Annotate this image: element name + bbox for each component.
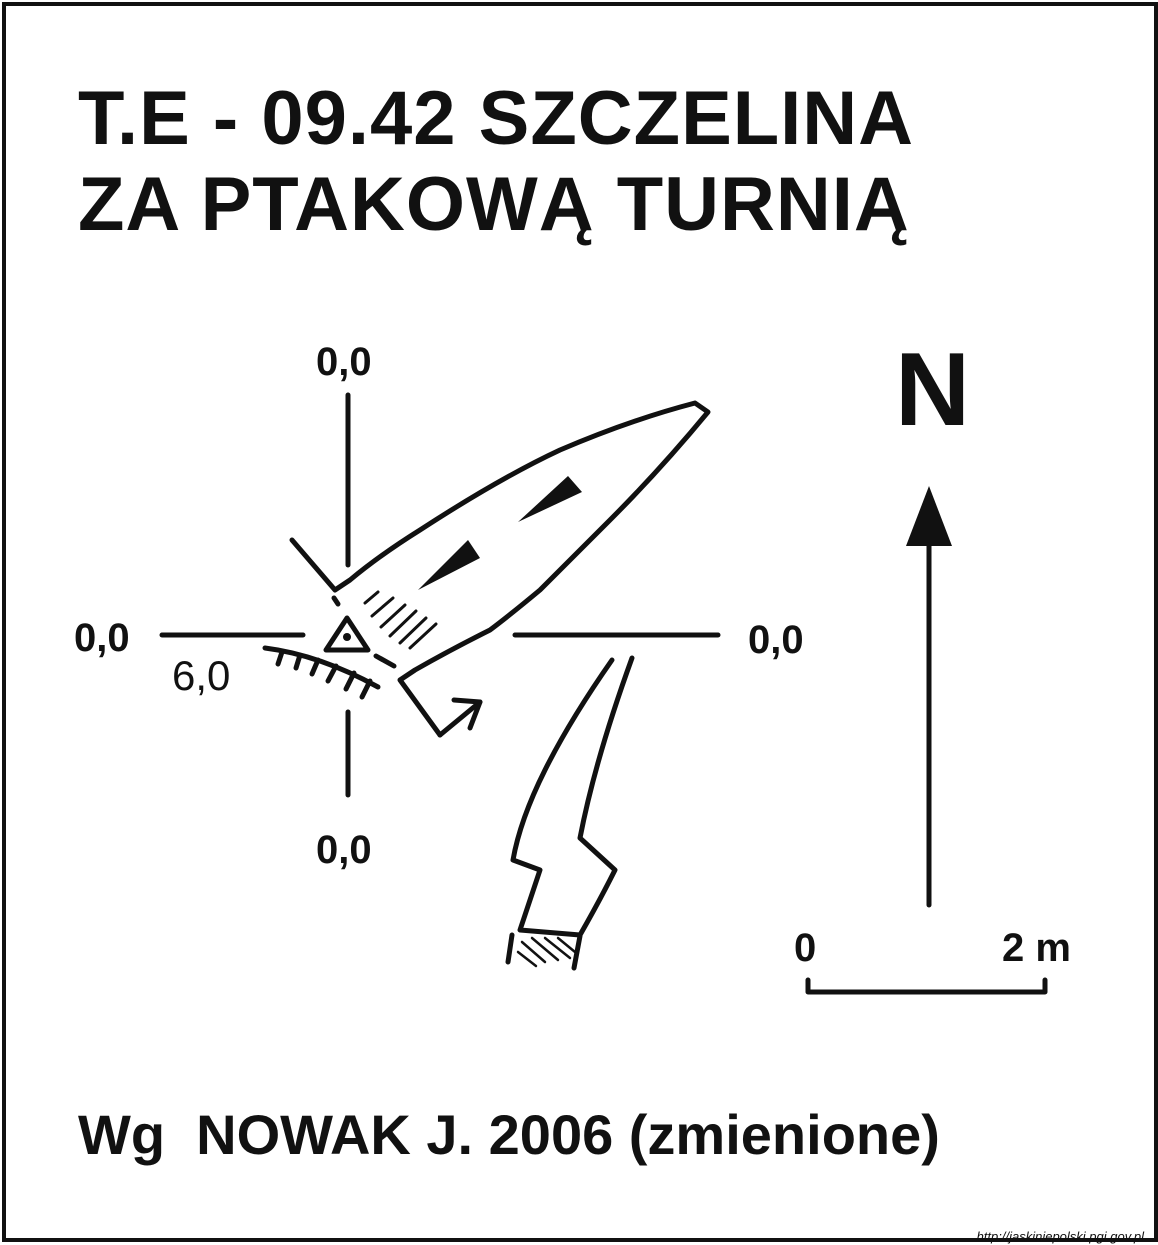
exit-arrow-head [451, 697, 483, 731]
source-citation: Wg NOWAK J. 2006 (zmienione) [78, 1103, 940, 1166]
exit-arrow-shaft [437, 699, 483, 738]
north-label: N [895, 332, 971, 448]
source-url: http://jaskiniepolski.pgi.gov.pl [976, 1229, 1144, 1244]
axis-label-right: 0,0 [748, 618, 804, 662]
entrance-dash-2 [373, 653, 397, 669]
axis-label-left: 0,0 [74, 616, 130, 660]
cave-outline-lower [510, 655, 635, 938]
north-arrow-icon [906, 486, 952, 908]
axis-label-top: 0,0 [316, 340, 372, 384]
scale-bar [805, 977, 1048, 995]
slope-line [262, 645, 381, 690]
scale-start-label: 0 [794, 926, 817, 970]
title-line-1: T.E - 09.42 SZCZELINA [78, 76, 915, 161]
axis-label-bottom: 0,0 [316, 828, 372, 872]
map-title: T.E - 09.42 SZCZELINA ZA PTAKOWĄ TURNIĄ [78, 76, 914, 248]
title-line-2: ZA PTAKOWĄ TURNIĄ [78, 162, 910, 247]
scale-end-label: 2 m [1002, 926, 1071, 970]
entrance-symbol [323, 615, 371, 653]
entrance-depth-label: 6,0 [172, 652, 231, 699]
slope-marker-1 [518, 476, 582, 522]
cave-outline-upper [289, 400, 711, 738]
entrance-dash-1 [331, 595, 341, 607]
lower-hatch [516, 936, 577, 968]
slope-marker-2 [418, 540, 480, 590]
